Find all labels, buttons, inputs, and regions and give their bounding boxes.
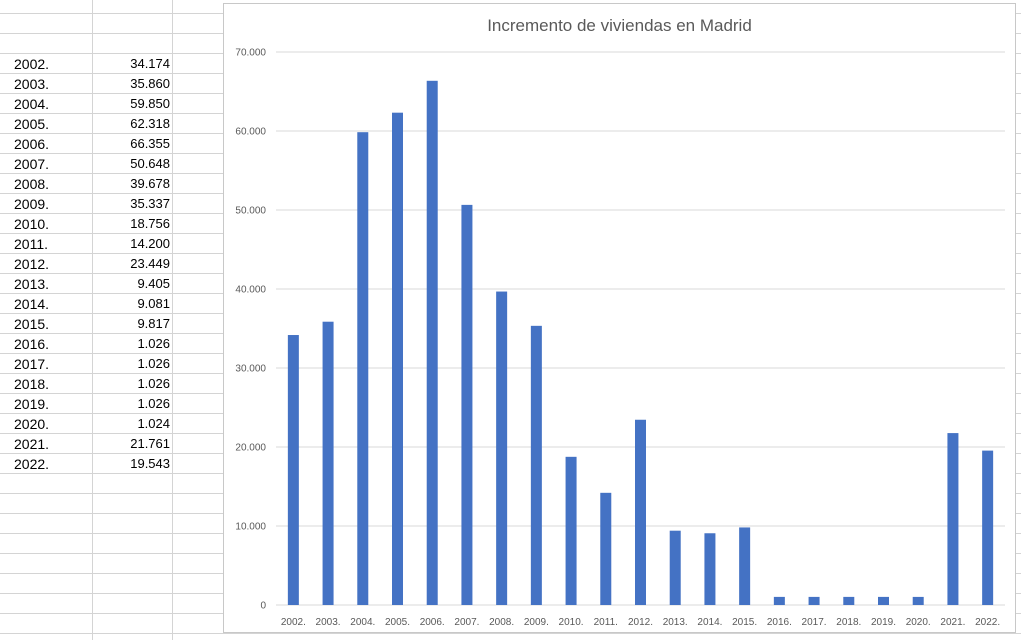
table-cell-value[interactable]: 1.026 [137, 376, 170, 391]
bar[interactable] [287, 335, 299, 605]
x-tick-label: 2003. [316, 617, 341, 628]
bar[interactable] [843, 596, 855, 605]
table-cell-year[interactable]: 2005. [14, 116, 50, 132]
table-cell-value[interactable]: 19.543 [130, 456, 170, 471]
x-tick-label: 2017. [802, 617, 827, 628]
bar-chart: 0 10.000 20.000 30.000 40.000 50.000 60.000 70.… [235, 48, 1005, 628]
y-tick-label: 50.000 [235, 206, 266, 217]
bar[interactable] [982, 450, 994, 605]
table-cell-year[interactable]: 2013. [14, 276, 50, 292]
chart-container[interactable]: Incremento de viviendas en Madrid 0 10.00… [223, 3, 1016, 633]
x-tick-label: 2014. [697, 617, 722, 628]
grid-row-line [0, 633, 1021, 634]
table-cell-year[interactable]: 2020. [14, 416, 50, 432]
x-tick-label: 2006. [420, 617, 445, 628]
table-cell-year[interactable]: 2003. [14, 76, 50, 92]
table-cell-value[interactable]: 18.756 [130, 216, 170, 231]
bar[interactable] [530, 325, 542, 605]
bar[interactable] [565, 456, 577, 605]
bar[interactable] [704, 533, 716, 605]
table-cell-year[interactable]: 2010. [14, 216, 50, 232]
table-cell-year[interactable]: 2012. [14, 256, 50, 272]
x-tick-label: 2019. [871, 617, 896, 628]
table-cell-year[interactable]: 2011. [14, 236, 48, 252]
grid-column-line [92, 0, 93, 640]
x-tick-label: 2020. [906, 617, 931, 628]
bar[interactable] [669, 530, 681, 605]
table-cell-value[interactable]: 35.860 [130, 76, 170, 91]
table-cell-value[interactable]: 1.026 [137, 356, 170, 371]
x-tick-label: 2008. [489, 617, 514, 628]
table-cell-year[interactable]: 2004. [14, 96, 50, 112]
x-tick-label: 2016. [767, 617, 792, 628]
x-tick-label: 2011. [594, 617, 618, 628]
table-cell-year[interactable]: 2017. [14, 356, 50, 372]
table-cell-year[interactable]: 2008. [14, 176, 50, 192]
bar[interactable] [496, 291, 508, 605]
table-cell-value[interactable]: 34.174 [130, 56, 170, 71]
table-cell-value[interactable]: 9.081 [137, 296, 170, 311]
table-cell-year[interactable]: 2016. [14, 336, 50, 352]
grid-column-line [172, 0, 173, 640]
x-tick-label: 2022. [975, 617, 1000, 628]
x-tick-label: 2002. [281, 617, 306, 628]
table-cell-year[interactable]: 2018. [14, 376, 50, 392]
table-cell-value[interactable]: 59.850 [130, 96, 170, 111]
x-tick-label: 2004. [350, 617, 375, 628]
bar[interactable] [635, 419, 646, 605]
y-tick-label: 0 [260, 601, 266, 612]
table-cell-year[interactable]: 2022. [14, 456, 50, 472]
y-tick-label: 40.000 [235, 285, 266, 296]
table-cell-value[interactable]: 9.817 [137, 316, 170, 331]
bar[interactable] [357, 132, 369, 605]
table-cell-year[interactable]: 2021. [14, 436, 50, 452]
x-tick-label: 2012. [628, 617, 653, 628]
table-cell-year[interactable]: 2009. [14, 196, 50, 212]
x-tick-label: 2010. [559, 617, 584, 628]
y-tick-label: 70.000 [235, 48, 266, 59]
table-cell-value[interactable]: 35.337 [130, 196, 170, 211]
chart-title: Incremento de viviendas en Madrid [487, 16, 752, 35]
table-cell-value[interactable]: 23.449 [130, 256, 170, 271]
bar[interactable] [600, 492, 612, 605]
table-cell-year[interactable]: 2007. [14, 156, 50, 172]
table-cell-year[interactable]: 2014. [14, 296, 50, 312]
bar[interactable] [773, 596, 785, 605]
table-cell-year[interactable]: 2002. [14, 56, 50, 72]
x-tick-label: 2021. [940, 617, 965, 628]
table-cell-value[interactable]: 62.318 [130, 116, 170, 131]
table-cell-value[interactable]: 9.405 [137, 276, 170, 291]
table-cell-year[interactable]: 2015. [14, 316, 50, 332]
y-tick-label: 30.000 [235, 364, 266, 375]
x-tick-label: 2007. [454, 617, 479, 628]
table-cell-year[interactable]: 2019. [14, 396, 50, 412]
x-tick-label: 2009. [524, 617, 549, 628]
bar[interactable] [878, 596, 889, 605]
bar[interactable] [947, 433, 959, 605]
bar[interactable] [322, 321, 334, 605]
y-tick-label: 10.000 [235, 522, 266, 533]
table-cell-value[interactable]: 21.761 [130, 436, 170, 451]
x-tick-label: 2013. [663, 617, 688, 628]
table-cell-value[interactable]: 1.026 [137, 336, 170, 351]
y-tick-label: 60.000 [235, 127, 266, 138]
x-tick-label: 2015. [732, 617, 757, 628]
table-cell-value[interactable]: 1.024 [137, 416, 170, 431]
bar[interactable] [392, 112, 403, 605]
table-cell-year[interactable]: 2006. [14, 136, 50, 152]
bar[interactable] [739, 527, 751, 605]
bar[interactable] [808, 596, 820, 605]
bar[interactable] [426, 80, 438, 605]
bar[interactable] [912, 596, 924, 605]
table-cell-value[interactable]: 14.200 [130, 236, 170, 251]
table-cell-value[interactable]: 1.026 [137, 396, 170, 411]
x-tick-label: 2005. [385, 617, 410, 628]
table-cell-value[interactable]: 39.678 [130, 176, 170, 191]
y-tick-label: 20.000 [235, 443, 266, 454]
table-cell-value[interactable]: 50.648 [130, 156, 170, 171]
bar[interactable] [461, 204, 473, 605]
x-tick-label: 2018. [836, 617, 861, 628]
table-cell-value[interactable]: 66.355 [130, 136, 170, 151]
